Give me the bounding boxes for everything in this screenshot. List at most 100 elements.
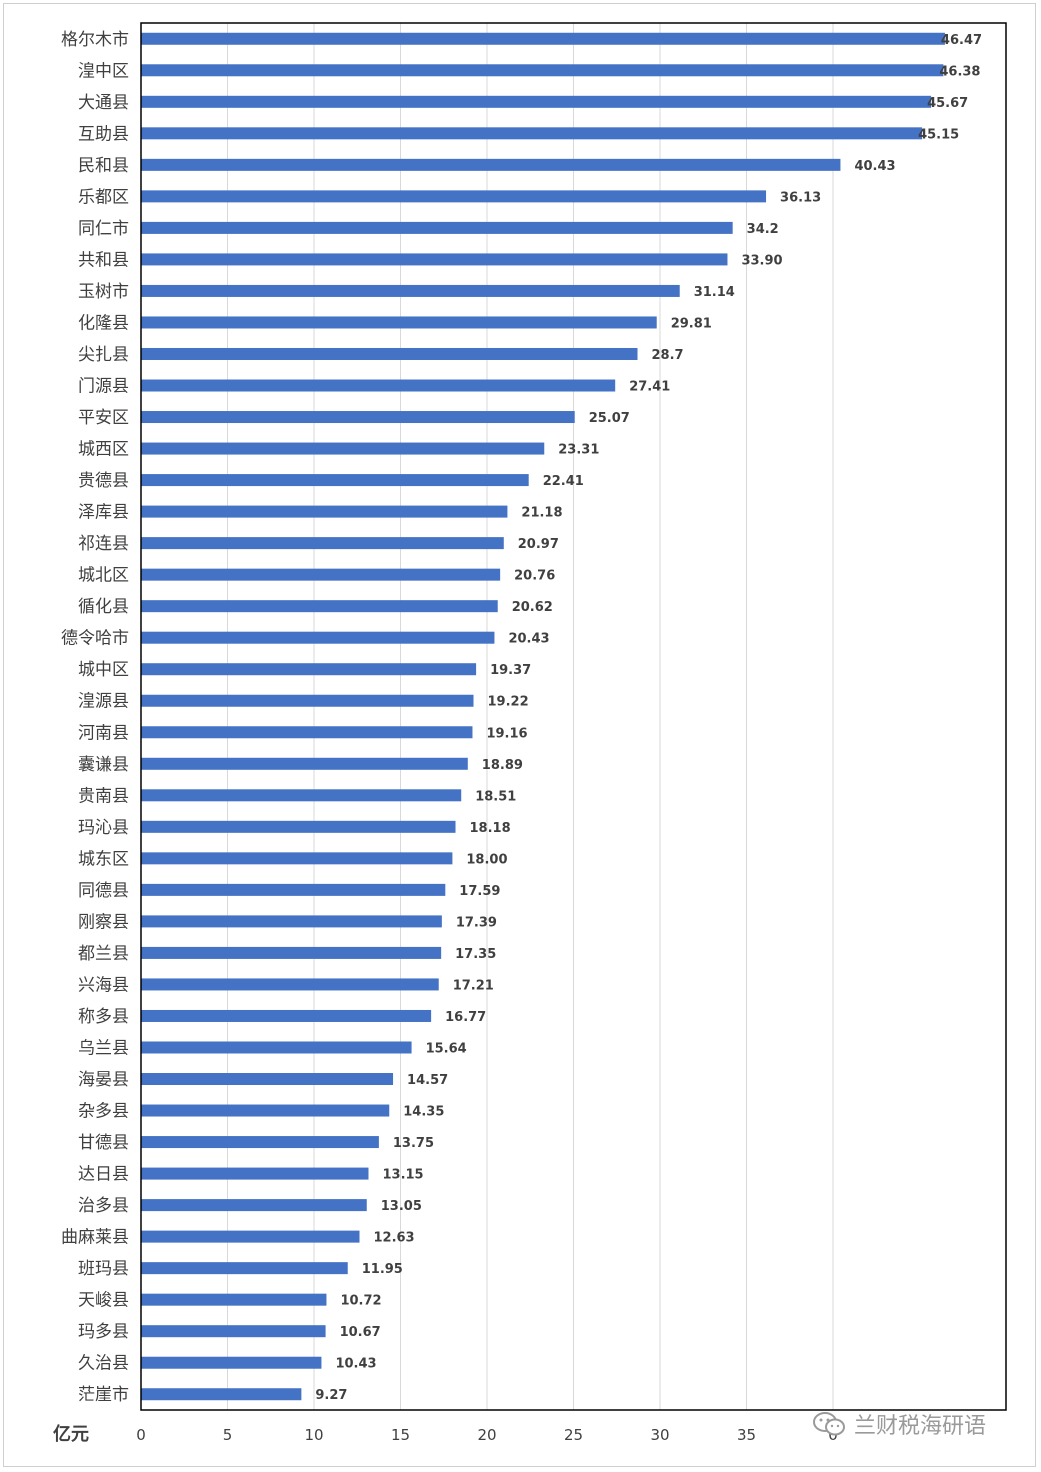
value-label: 14.57 xyxy=(407,1073,448,1088)
bar xyxy=(141,1293,327,1306)
category-label: 兴海县 xyxy=(78,975,129,995)
category-label: 城西区 xyxy=(78,440,129,460)
bar xyxy=(141,568,501,581)
category-label: 湟中区 xyxy=(78,61,129,81)
value-label: 20.97 xyxy=(518,537,559,552)
category-label: 湟源县 xyxy=(78,692,129,712)
bar xyxy=(141,852,453,865)
value-label: 19.37 xyxy=(490,663,531,678)
bar xyxy=(141,883,446,896)
category-label: 久治县 xyxy=(78,1354,129,1374)
value-label: 17.35 xyxy=(455,947,496,962)
category-label: 称多县 xyxy=(78,1007,129,1027)
value-label: 45.15 xyxy=(918,127,959,142)
labels: 051015202530350格尔木市46.47湟中区46.38大通县45.67… xyxy=(53,30,982,1445)
watermark-text: 兰财税海研语 xyxy=(854,1414,987,1439)
category-label: 甘德县 xyxy=(78,1133,129,1153)
bar xyxy=(141,757,468,770)
category-label: 大通县 xyxy=(78,93,129,113)
value-label: 46.38 xyxy=(939,64,980,79)
value-label: 17.39 xyxy=(456,915,497,930)
x-tick-label: 35 xyxy=(737,1426,756,1444)
unit-label: 亿元 xyxy=(53,1423,89,1445)
bar xyxy=(141,221,733,234)
value-label: 27.41 xyxy=(629,380,670,395)
wechat-icon xyxy=(813,1412,845,1436)
value-label: 21.18 xyxy=(521,506,562,521)
bar xyxy=(141,347,638,360)
value-label: 46.47 xyxy=(941,33,982,48)
bar xyxy=(141,1262,348,1275)
value-label: 16.77 xyxy=(445,1010,486,1025)
value-label: 31.14 xyxy=(694,285,735,300)
bar xyxy=(141,442,545,455)
category-label: 平安区 xyxy=(78,408,129,428)
value-label: 11.95 xyxy=(362,1262,403,1277)
bar xyxy=(141,158,841,171)
bar xyxy=(141,95,932,108)
category-label: 刚察县 xyxy=(78,912,129,932)
bar xyxy=(141,631,495,644)
x-tick-label: 10 xyxy=(304,1426,323,1444)
value-label: 9.27 xyxy=(315,1388,347,1403)
bar xyxy=(141,474,529,487)
bar xyxy=(141,915,442,928)
bar xyxy=(141,1230,360,1243)
value-label: 18.18 xyxy=(470,821,511,836)
value-label: 20.76 xyxy=(514,569,555,584)
category-label: 贵德县 xyxy=(78,471,129,491)
category-label: 乌兰县 xyxy=(78,1038,129,1058)
bar xyxy=(141,1104,390,1117)
category-label: 玉树市 xyxy=(78,282,129,302)
category-label: 玛多县 xyxy=(78,1322,129,1342)
watermark: 兰财税海研语 xyxy=(812,1408,986,1440)
bar xyxy=(141,978,439,991)
category-label: 德令哈市 xyxy=(61,629,129,649)
value-label: 10.67 xyxy=(340,1325,381,1340)
category-label: 班玛县 xyxy=(78,1259,129,1279)
bar xyxy=(141,1325,326,1338)
chart-frame xyxy=(3,3,1036,1467)
value-label: 19.22 xyxy=(488,695,529,710)
value-label: 25.07 xyxy=(589,411,630,426)
bar xyxy=(141,1356,322,1369)
bar xyxy=(141,411,575,424)
bar xyxy=(141,946,442,959)
value-label: 13.75 xyxy=(393,1136,434,1151)
category-label: 河南县 xyxy=(78,723,129,743)
category-label: 共和县 xyxy=(78,250,129,270)
bar xyxy=(141,379,616,392)
value-label: 40.43 xyxy=(854,159,895,174)
bar xyxy=(141,600,498,613)
value-label: 18.89 xyxy=(482,758,523,773)
category-label: 贵南县 xyxy=(78,786,129,806)
value-label: 33.90 xyxy=(741,253,782,268)
bar xyxy=(141,64,944,77)
x-tick-label: 0 xyxy=(136,1426,146,1444)
value-label: 10.43 xyxy=(335,1357,376,1372)
bar xyxy=(141,1073,394,1086)
value-label: 18.00 xyxy=(466,852,507,867)
bar xyxy=(141,1199,367,1212)
value-label: 34.2 xyxy=(747,222,779,237)
value-label: 20.62 xyxy=(512,600,553,615)
category-label: 民和县 xyxy=(78,156,129,176)
value-label: 13.05 xyxy=(381,1199,422,1214)
category-label: 门源县 xyxy=(78,377,129,397)
x-tick-label: 5 xyxy=(223,1426,233,1444)
value-label: 22.41 xyxy=(543,474,584,489)
value-label: 45.67 xyxy=(927,96,968,111)
value-label: 13.15 xyxy=(382,1168,423,1183)
bar xyxy=(141,316,657,329)
category-label: 都兰县 xyxy=(78,944,129,964)
bar xyxy=(141,1009,432,1022)
value-label: 15.64 xyxy=(426,1041,467,1056)
category-label: 乐都区 xyxy=(78,187,129,207)
bar xyxy=(141,284,680,297)
bar xyxy=(141,820,456,833)
value-label: 36.13 xyxy=(780,190,821,205)
category-label: 互助县 xyxy=(78,124,129,144)
bar xyxy=(141,32,945,45)
bar xyxy=(141,1136,379,1149)
